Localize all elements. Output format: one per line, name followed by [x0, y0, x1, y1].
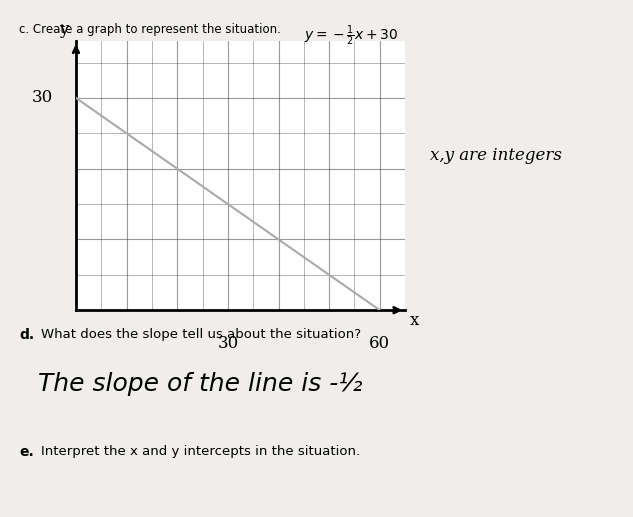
Text: 30: 30 [32, 89, 53, 107]
Text: Interpret the x and y intercepts in the situation.: Interpret the x and y intercepts in the … [41, 445, 360, 458]
Text: d.: d. [19, 328, 34, 342]
Text: $y = -\frac{1}{2}x + 30$: $y = -\frac{1}{2}x + 30$ [304, 23, 398, 48]
Text: The slope of the line is -½: The slope of the line is -½ [38, 372, 363, 396]
Text: 60: 60 [369, 335, 391, 352]
Text: y: y [59, 21, 68, 38]
Text: x: x [410, 312, 420, 329]
Text: What does the slope tell us about the situation?: What does the slope tell us about the si… [41, 328, 361, 341]
Text: e.: e. [19, 445, 34, 459]
Text: x,y are integers: x,y are integers [430, 147, 562, 163]
Text: c. Create a graph to represent the situation.: c. Create a graph to represent the situa… [19, 23, 281, 36]
Text: 30: 30 [217, 335, 239, 352]
